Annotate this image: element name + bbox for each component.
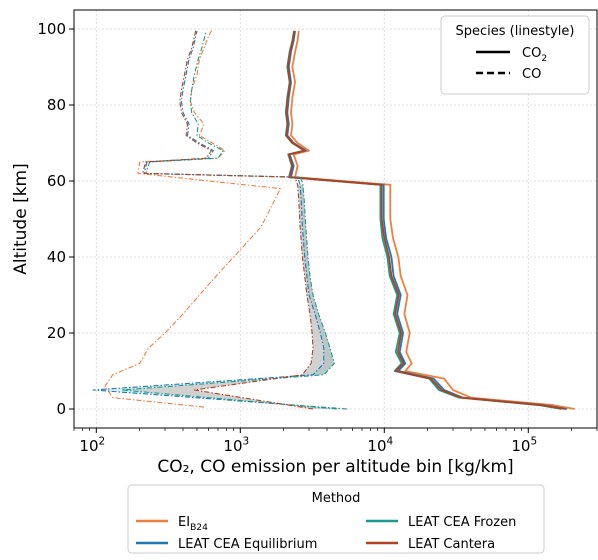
legend-method-label: LEAT CEA Equilibrium [178, 537, 317, 552]
legend-method: Method EIB24 LEAT CEA Equilibrium LEAT CEA … [127, 484, 545, 554]
x-tick-label: 104 [367, 435, 393, 455]
series-line-co-6 [121, 30, 338, 410]
y-tick-label: 80 [47, 96, 66, 114]
legend-species-label: CO [522, 67, 541, 82]
legend-species-label: CO2 [522, 46, 547, 64]
x-axis-label: CO₂, CO emission per altitude bin [kg/km… [157, 457, 513, 477]
legend-method-label: LEAT CEA Frozen [408, 515, 516, 530]
axis-ticks: 0 20 40 60 80 100 102 103 104 105 [37, 20, 598, 455]
y-tick-label: 60 [47, 172, 66, 190]
series-line-co2-3 [285, 30, 566, 410]
legend-method-label: LEAT Cantera [408, 537, 495, 552]
series-line-co2-0 [290, 30, 575, 410]
legend-method-box [127, 484, 545, 554]
y-tick-label: 40 [47, 248, 66, 266]
legend-method-label: EIB24 [178, 515, 208, 533]
legend-species-box [440, 15, 590, 95]
legend-species: Species (linestyle) CO2 CO [440, 15, 590, 95]
y-axis-label: Altitude [km] [11, 163, 31, 275]
series-lines [92, 28, 575, 410]
y-tick-label: 20 [47, 324, 66, 342]
legend-species-title: Species (linestyle) [456, 24, 575, 39]
x-tick-label: 102 [79, 435, 105, 455]
x-tick-label: 105 [511, 435, 537, 455]
y-tick-label: 0 [56, 400, 66, 418]
y-tick-label: 100 [37, 20, 66, 38]
x-tick-label: 103 [223, 435, 249, 455]
series-line-co-4 [104, 28, 281, 408]
series-line-co-7 [142, 30, 314, 410]
legend-method-title: Method [312, 491, 361, 506]
plot-frame [73, 9, 598, 429]
